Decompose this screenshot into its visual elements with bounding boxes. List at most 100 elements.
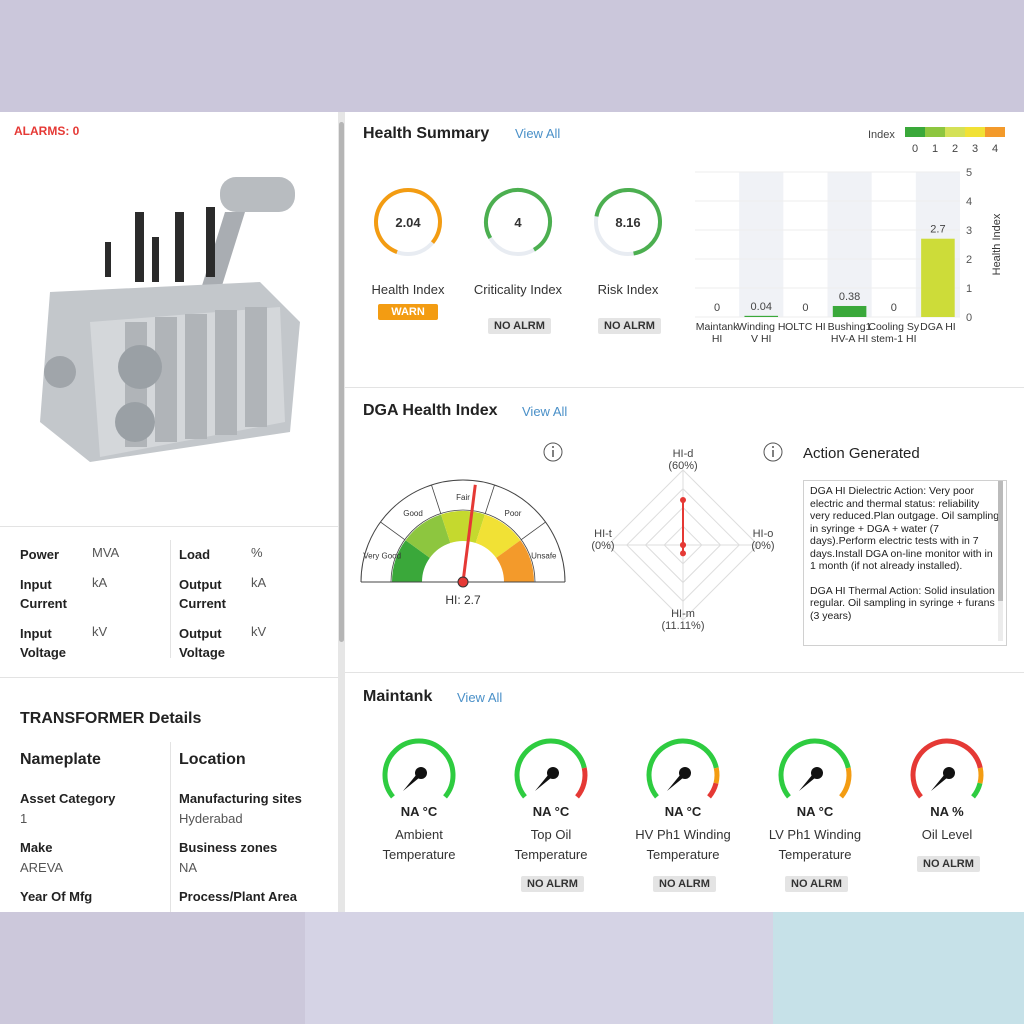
gauge-hub [457, 576, 469, 588]
radar-value: (0%) [591, 540, 614, 552]
y-tick-label: 0 [966, 312, 972, 324]
details-title: TRANSFORMER Details [20, 710, 202, 727]
field-label: Business zones [179, 840, 278, 855]
gauge-value: NA % [930, 804, 964, 819]
section-title: DGA Health Index [363, 402, 498, 419]
field-value: Hyderabad [179, 811, 243, 826]
gauge-label: Ambient Temperature [382, 827, 456, 862]
gauge-zone [495, 540, 534, 583]
radar-point [680, 550, 686, 557]
legend-tick: 4 [992, 143, 998, 155]
gauge-zone [474, 514, 521, 559]
gauge-zone [392, 540, 431, 583]
value-label: 2.7 [930, 224, 945, 236]
rating-unit: % [251, 545, 263, 560]
ring [374, 188, 442, 254]
gauge-arc [778, 738, 851, 799]
action-title: Action Generated [803, 445, 920, 462]
y-tick-label: 2 [966, 254, 972, 266]
status: NO ALRM [521, 876, 584, 892]
view-all[interactable]: View All [522, 404, 568, 419]
gauge-value: NA °C [533, 804, 570, 819]
gauge-arc [707, 782, 719, 799]
gauge-label: LV Ph1 Winding Temperature [768, 827, 862, 862]
y-tick-label: 4 [966, 196, 972, 208]
gauge-arc [514, 738, 587, 799]
value-label: 0.04 [751, 301, 772, 313]
divider [170, 540, 171, 658]
gauge-zone-label: Very Good [363, 552, 401, 561]
gauge-zone-label: Good [403, 509, 423, 518]
gauge-zone-label: Fair [456, 493, 470, 502]
rating-unit: kA [92, 575, 108, 590]
field-value: NA [179, 860, 198, 875]
index-value: 4 [514, 215, 522, 230]
rating-unit: MVA [92, 545, 120, 560]
value-label: 0 [714, 302, 720, 314]
y-tick-label: 3 [966, 225, 972, 237]
index-label: Criticality Index [473, 282, 563, 297]
gauge-value: NA °C [665, 804, 702, 819]
value-label: 0.38 [839, 291, 860, 303]
x-tick-label: Maintank HI [695, 321, 739, 345]
field-label: Asset Category [20, 791, 116, 806]
value-label: 0 [891, 302, 897, 314]
view-all[interactable]: View All [515, 126, 561, 141]
divider [345, 672, 1024, 673]
location-heading: Location [179, 751, 246, 768]
gauge-hub [415, 767, 427, 779]
gauge-arc [390, 509, 536, 583]
view-all[interactable]: View All [457, 690, 503, 705]
gauge-zone-label: Poor [505, 509, 522, 518]
info-icon [552, 446, 554, 448]
divider [170, 742, 171, 912]
field-label: Make [20, 840, 53, 855]
info-icon [543, 442, 563, 462]
right-graphics: 2.04 4 8.16 Index 0 1 2 3 4 0 1 2 3 4 5 Health Index 0 0.… [360, 127, 1005, 819]
rating-label: Output Current [179, 577, 226, 611]
gauge-label: Oil Level [921, 827, 973, 842]
gauge-outer [380, 521, 405, 541]
field-label: Process/Plant Area [179, 889, 298, 904]
status: NO ALRM [598, 318, 661, 334]
legend-tick: 1 [932, 143, 938, 155]
divider [345, 387, 1024, 388]
nameplate-heading: Nameplate [20, 751, 101, 768]
radar-label: HI-m [671, 608, 695, 620]
gauge-hub [811, 767, 823, 779]
scrollbar [338, 112, 345, 912]
y-axis-title: Health Index [991, 213, 1003, 275]
gauge-needle [461, 484, 477, 583]
legend-tick: 2 [952, 143, 958, 155]
legend-swatch [965, 127, 985, 137]
info-icon [763, 442, 783, 462]
divider [0, 677, 338, 678]
gauge-value: NA °C [797, 804, 834, 819]
gauge-arc [971, 782, 983, 799]
info-icon [772, 446, 774, 448]
scrollbar [998, 481, 1003, 641]
index-label: Risk Index [597, 282, 659, 297]
gauge-outer [431, 484, 442, 514]
band [0, 912, 305, 1024]
index-label: Health Index [371, 282, 445, 297]
bar [832, 305, 867, 317]
index-value: 2.04 [395, 215, 421, 230]
gauge-arc [839, 767, 852, 799]
legend-swatch [905, 127, 925, 137]
gauge-value: NA °C [401, 804, 438, 819]
gauge-arc [360, 479, 566, 583]
gauge-zone [405, 514, 452, 559]
field-label: Year Of Mfg [20, 889, 93, 904]
gauge-label: Top Oil Temperature [514, 827, 588, 862]
section-title: Health Summary [363, 125, 490, 142]
action-text: DGA HI Dielectric Action: Very poor elec… [810, 485, 1000, 572]
rating-unit: kV [251, 624, 267, 639]
gauge-outer [521, 521, 546, 541]
radar-label: HI-t [594, 528, 612, 540]
rating-label: Output Voltage [179, 626, 225, 660]
radar-point [680, 542, 686, 548]
radar-value: (60%) [668, 460, 697, 472]
y-tick-label: 5 [966, 167, 972, 179]
transformer-image [40, 177, 300, 462]
